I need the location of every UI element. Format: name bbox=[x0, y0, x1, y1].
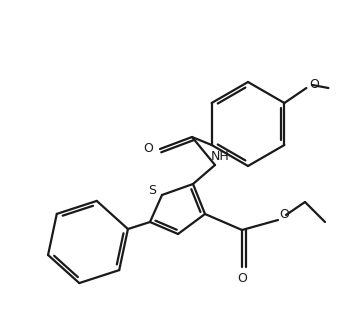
Text: O: O bbox=[279, 209, 289, 222]
Text: O: O bbox=[143, 143, 153, 156]
Text: S: S bbox=[148, 184, 156, 197]
Text: NH: NH bbox=[211, 151, 229, 164]
Text: O: O bbox=[309, 79, 319, 92]
Text: O: O bbox=[237, 273, 247, 286]
